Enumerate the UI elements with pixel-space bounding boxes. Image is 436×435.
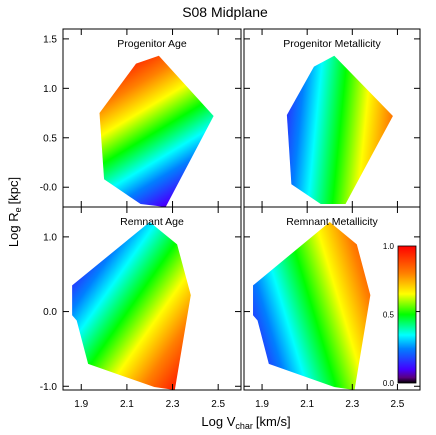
colorbar-tick-label: 0.5 xyxy=(383,311,395,320)
y-tick-label: 1.0 xyxy=(43,232,57,243)
x-axis-label-unit: [km/s] xyxy=(256,414,291,429)
panels: Progenitor Age -0.0 0.5 1.0 1.5 Progenitor Me… xyxy=(40,28,421,410)
colorbar-gradient xyxy=(397,245,417,384)
panel-2: Remnant Age 1.9 2.1 2.3 2.5 -1.0 0.0 1.0 xyxy=(40,206,242,410)
y-axis-label-main: Log R xyxy=(6,212,21,247)
x-tick-label: 2.5 xyxy=(211,399,225,410)
y-axis-label-sub: e xyxy=(13,207,23,212)
y-tick-label: -1.0 xyxy=(40,382,58,393)
panel-0-title: Progenitor Age xyxy=(117,38,187,50)
panel-3-title: Remnant Metallicity xyxy=(286,216,378,228)
x-tick-label: 2.5 xyxy=(390,399,404,410)
panel-3: Remnant Metallicity 1.9 2.1 2.3 2.5 xyxy=(243,206,421,410)
x-axis-label: Log Vchar [km/s] xyxy=(201,414,290,431)
y-tick-label: 1.0 xyxy=(43,84,57,95)
panel-1-surface xyxy=(286,55,393,205)
x-tick-label: 1.9 xyxy=(74,399,88,410)
panel-2-surface xyxy=(72,221,191,390)
x-axis-label-sub: char xyxy=(235,421,253,431)
x-tick-label: 2.1 xyxy=(120,399,134,410)
y-tick-label: -0.0 xyxy=(40,183,58,194)
y-tick-label: 0.0 xyxy=(43,307,57,318)
panel-3-frame xyxy=(243,206,421,391)
x-tick-label: 2.1 xyxy=(300,399,314,410)
y-axis-label-unit: [kpc] xyxy=(6,177,21,204)
colorbar: 0.0 0.5 1.0 xyxy=(383,242,417,388)
x-axis-label-main: Log V xyxy=(201,414,235,429)
panel-2-title: Remnant Age xyxy=(120,216,184,228)
panel-0-surface xyxy=(99,55,214,208)
y-axis-label: Log Re [kpc] xyxy=(6,177,23,247)
panel-3-surface xyxy=(253,221,371,390)
colorbar-tick-label: 1.0 xyxy=(383,242,395,251)
colorbar-tick-label: 0.0 xyxy=(383,379,395,388)
chart-title: S08 Midplane xyxy=(182,4,268,20)
x-tick-label: 2.3 xyxy=(166,399,180,410)
x-tick-label: 1.9 xyxy=(255,399,269,410)
panel-1-title: Progenitor Metallicity xyxy=(283,38,381,50)
panel-2-frame xyxy=(62,206,242,391)
y-tick-label: 1.5 xyxy=(43,34,57,45)
panel-0: Progenitor Age -0.0 0.5 1.0 1.5 xyxy=(40,28,242,208)
y-tick-label: 0.5 xyxy=(43,133,57,144)
x-tick-label: 2.3 xyxy=(345,399,359,410)
panel-1: Progenitor Metallicity xyxy=(243,28,421,208)
